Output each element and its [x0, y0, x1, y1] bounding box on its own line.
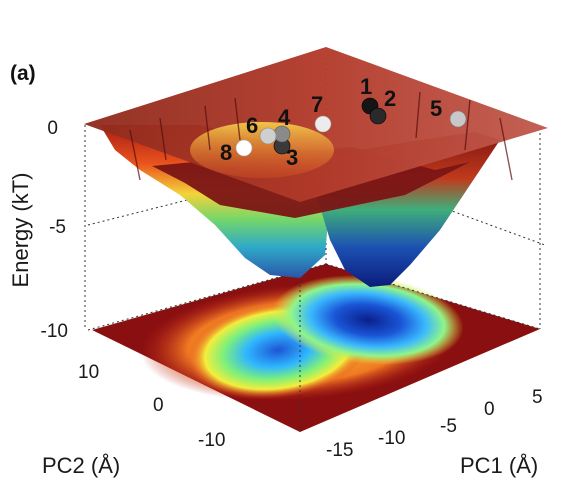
marker-labels: 1 2 3 4 5 6 7 8 [220, 74, 442, 170]
y-ticks: 10 0 -10 [78, 362, 225, 451]
marker-2 [369, 107, 387, 125]
z-tick-label: 0 [47, 118, 58, 139]
marker-label: 7 [311, 92, 323, 117]
marker-label: 3 [286, 145, 298, 170]
marker-5 [449, 110, 467, 128]
x-axis-label: PC1 (Å) [460, 453, 538, 478]
y-axis-label: PC2 (Å) [42, 453, 120, 478]
x-tick-label: 5 [532, 387, 543, 408]
x-ticks: -15 -10 -5 0 5 [326, 387, 543, 461]
marker-label: 1 [360, 74, 372, 99]
marker-label: 5 [430, 96, 442, 121]
marker-label: 4 [278, 105, 291, 130]
marker-label: 8 [220, 140, 232, 165]
z-tick-label: -5 [49, 217, 66, 238]
markers [235, 97, 467, 157]
x-tick-label: 0 [484, 399, 495, 420]
marker-6 [259, 127, 277, 145]
panel-label: (a) [10, 62, 36, 85]
marker-label: 6 [246, 113, 258, 138]
marker-8 [235, 139, 253, 157]
y-tick-label: -10 [198, 430, 225, 451]
y-tick-label: 10 [78, 362, 99, 383]
surface-spikes [129, 91, 513, 181]
x-tick-label: -5 [440, 416, 457, 437]
y-tick-label: 0 [153, 395, 164, 416]
marker-7 [314, 115, 332, 133]
z-tick-label: -10 [41, 321, 68, 342]
marker-label: 2 [384, 86, 396, 111]
x-tick-label: -10 [378, 428, 405, 449]
floor-contour [140, 275, 464, 401]
z-axis-label: Energy (kT) [8, 173, 33, 288]
x-tick-label: -15 [326, 440, 353, 461]
z-ticks: 0 -5 -10 [41, 118, 68, 342]
top-glow [190, 122, 334, 178]
